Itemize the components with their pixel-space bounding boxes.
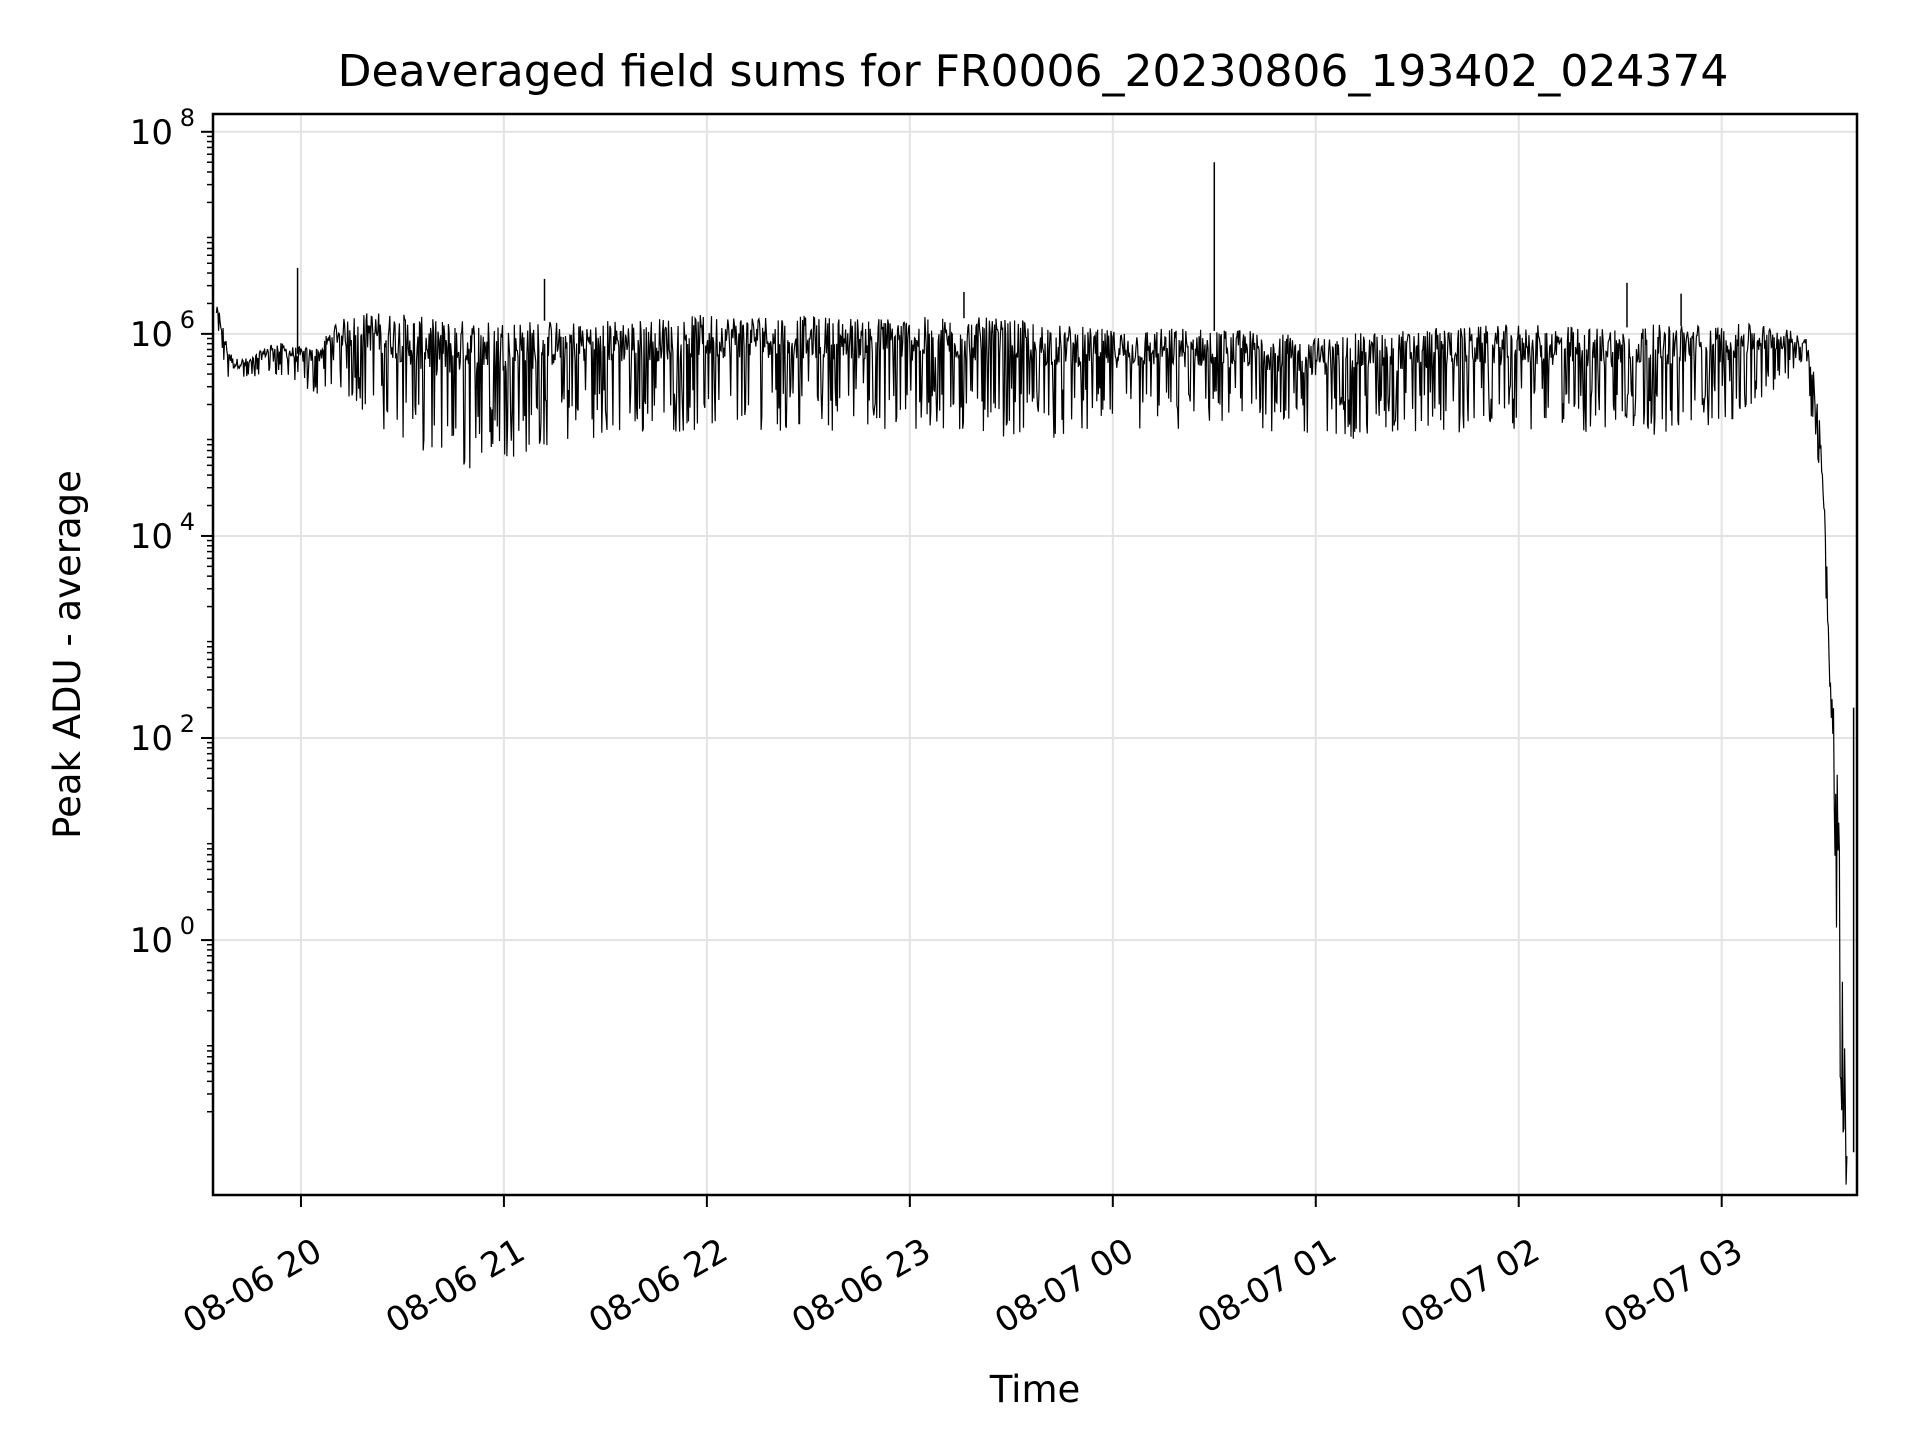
y-tick-exponent: 0 xyxy=(180,912,195,940)
x-axis-label: Time xyxy=(989,1368,1081,1411)
y-tick-exponent: 8 xyxy=(180,104,195,132)
y-tick-label: 10 xyxy=(130,113,173,153)
plot-area-frame xyxy=(211,112,1859,1197)
series-line xyxy=(215,162,1855,1185)
y-tick-label: 10 xyxy=(130,315,173,355)
y-tick-exponent: 2 xyxy=(180,710,195,738)
series-path xyxy=(215,306,1848,1185)
gridlines xyxy=(213,114,1857,1195)
y-tick-label: 10 xyxy=(130,517,173,557)
chart-title: Deaveraged field sums for FR0006_2023080… xyxy=(338,46,1729,97)
y-tick-label: 10 xyxy=(130,719,173,759)
y-axis-label: Peak ADU - average xyxy=(46,470,89,839)
y-tick-label: 10 xyxy=(130,921,173,961)
y-tick-exponent: 4 xyxy=(180,508,195,536)
y-tick-exponent: 6 xyxy=(180,306,195,334)
